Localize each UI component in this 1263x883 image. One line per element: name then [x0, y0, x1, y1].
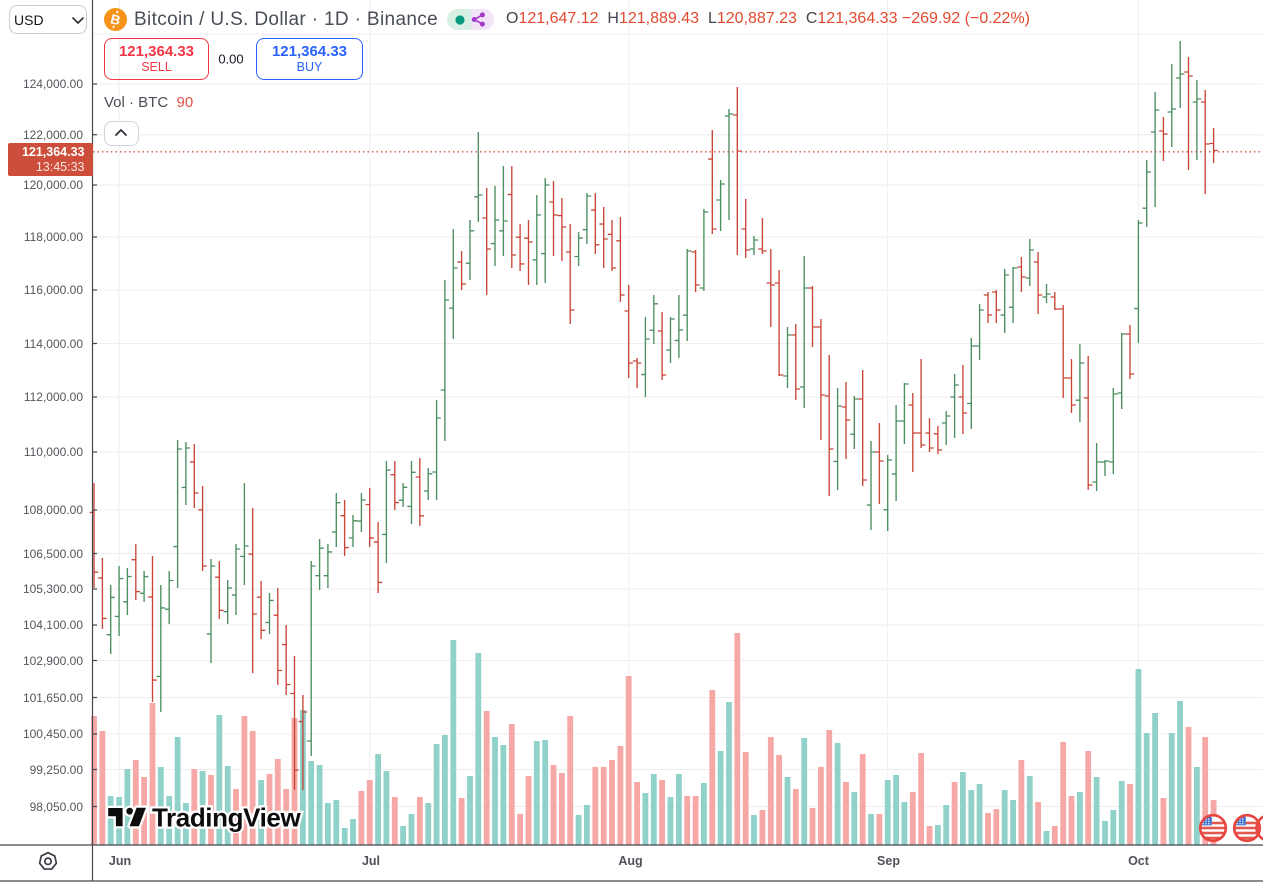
svg-text:TradingView: TradingView	[152, 803, 301, 833]
svg-text:B: B	[109, 11, 122, 28]
